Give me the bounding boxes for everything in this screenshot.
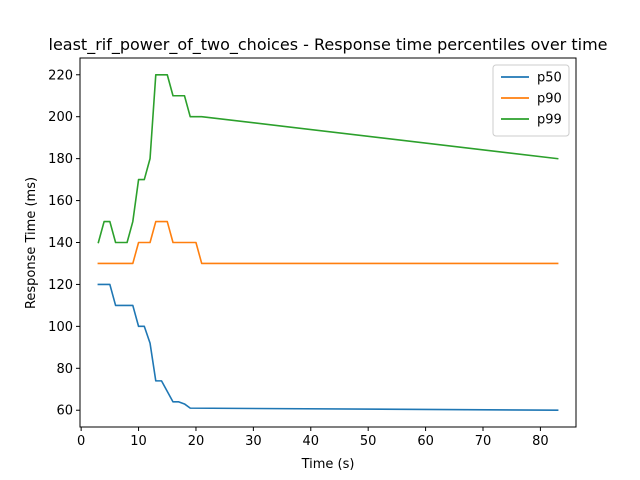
legend-label-p99: p99 [537, 113, 562, 128]
series-line-p50 [97, 283, 559, 412]
y-tick-label: 220 [48, 68, 73, 83]
x-tick-label: 20 [188, 434, 205, 449]
y-tick-label: 100 [48, 320, 73, 335]
y-tick-label: 180 [48, 152, 73, 167]
x-axis: 0 10 20 30 40 50 60 70 80 [77, 427, 549, 449]
y-tick-label: 160 [48, 194, 73, 209]
y-tick-label: 120 [48, 278, 73, 293]
x-tick-label: 70 [475, 434, 492, 449]
x-tick-label: 40 [303, 434, 320, 449]
x-tick-label: 10 [130, 434, 147, 449]
series-line-p99 [97, 73, 559, 244]
legend-label-p50: p50 [537, 71, 562, 86]
chart-title: least_rif_power_of_two_choices - Respons… [49, 35, 608, 55]
y-axis-label: Response Time (ms) [24, 177, 39, 309]
legend: p50 p90 p99 [492, 64, 570, 137]
y-tick-label: 140 [48, 236, 73, 251]
x-tick-label: 50 [360, 434, 377, 449]
y-tick-label: 200 [48, 110, 73, 125]
x-axis-label: Time (s) [301, 457, 355, 472]
y-axis: 60 80 100 120 140 160 180 200 220 [48, 68, 80, 419]
y-tick-label: 80 [56, 362, 73, 377]
x-tick-label: 0 [77, 434, 85, 449]
y-tick-label: 60 [56, 404, 73, 419]
x-tick-label: 80 [532, 434, 549, 449]
x-tick-label: 60 [417, 434, 434, 449]
x-tick-label: 30 [245, 434, 262, 449]
legend-label-p90: p90 [537, 92, 562, 107]
series-line-p90 [97, 220, 559, 265]
